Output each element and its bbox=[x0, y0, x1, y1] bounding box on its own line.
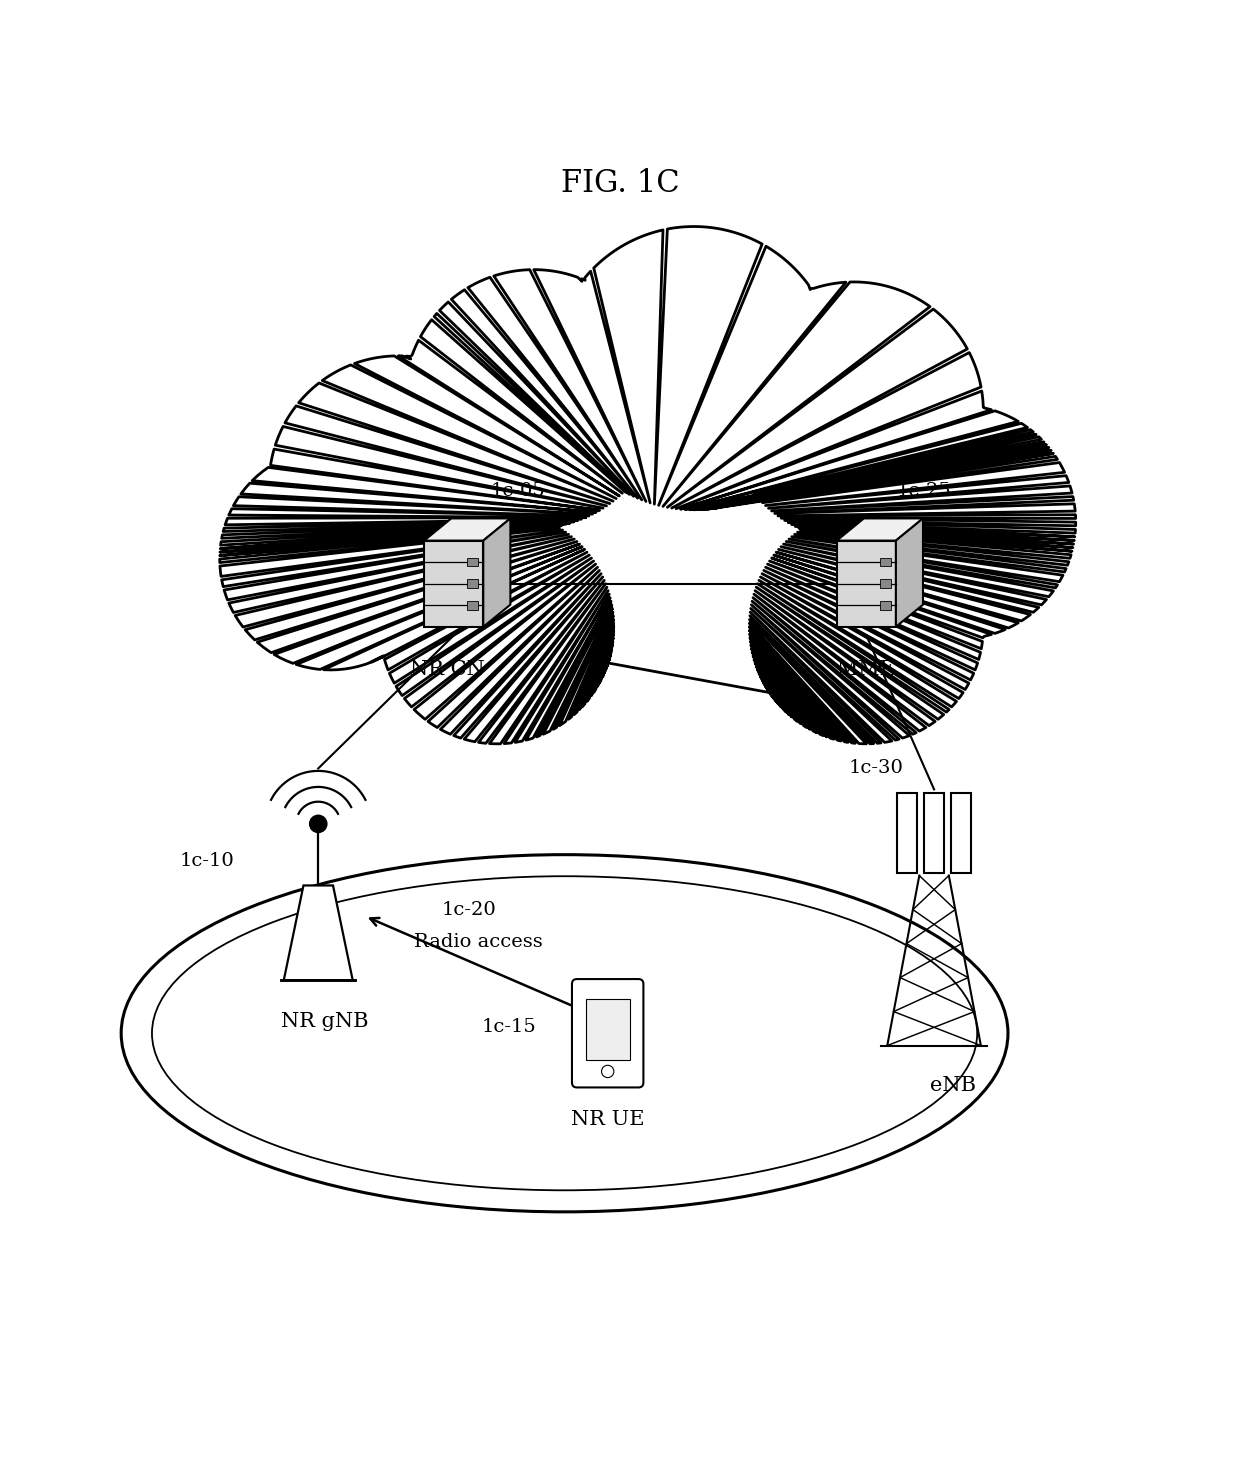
Text: NR UE: NR UE bbox=[570, 1109, 645, 1128]
Bar bbox=[467, 557, 479, 566]
Text: 1c-30: 1c-30 bbox=[848, 759, 903, 777]
Text: 1c-20: 1c-20 bbox=[441, 901, 496, 919]
Bar bbox=[880, 579, 892, 588]
Polygon shape bbox=[424, 518, 511, 541]
Bar bbox=[467, 579, 479, 588]
Text: FIG. 1C: FIG. 1C bbox=[560, 168, 680, 199]
Polygon shape bbox=[424, 541, 484, 626]
Circle shape bbox=[601, 1065, 614, 1078]
FancyBboxPatch shape bbox=[572, 979, 644, 1087]
Ellipse shape bbox=[153, 876, 977, 1191]
Bar bbox=[880, 557, 892, 566]
Bar bbox=[897, 793, 916, 873]
Bar bbox=[880, 601, 892, 610]
Bar bbox=[951, 793, 971, 873]
Polygon shape bbox=[895, 518, 923, 626]
Polygon shape bbox=[284, 885, 352, 980]
Polygon shape bbox=[484, 518, 511, 626]
Bar bbox=[924, 793, 944, 873]
Text: MME: MME bbox=[837, 660, 895, 679]
Text: 1c-10: 1c-10 bbox=[180, 851, 234, 870]
Polygon shape bbox=[219, 227, 1076, 743]
Text: Radio access: Radio access bbox=[414, 933, 543, 951]
Ellipse shape bbox=[122, 854, 1008, 1211]
Circle shape bbox=[310, 815, 327, 832]
Text: eNB: eNB bbox=[930, 1077, 976, 1096]
Text: 1c-25: 1c-25 bbox=[897, 481, 952, 500]
Text: NR gNB: NR gNB bbox=[280, 1012, 368, 1031]
Polygon shape bbox=[837, 518, 923, 541]
Bar bbox=[467, 601, 479, 610]
Bar bbox=[585, 999, 630, 1061]
Polygon shape bbox=[837, 541, 895, 626]
Text: 1c-05: 1c-05 bbox=[491, 481, 546, 500]
Text: NR CN: NR CN bbox=[410, 660, 485, 679]
Text: 1c-15: 1c-15 bbox=[481, 1018, 536, 1036]
